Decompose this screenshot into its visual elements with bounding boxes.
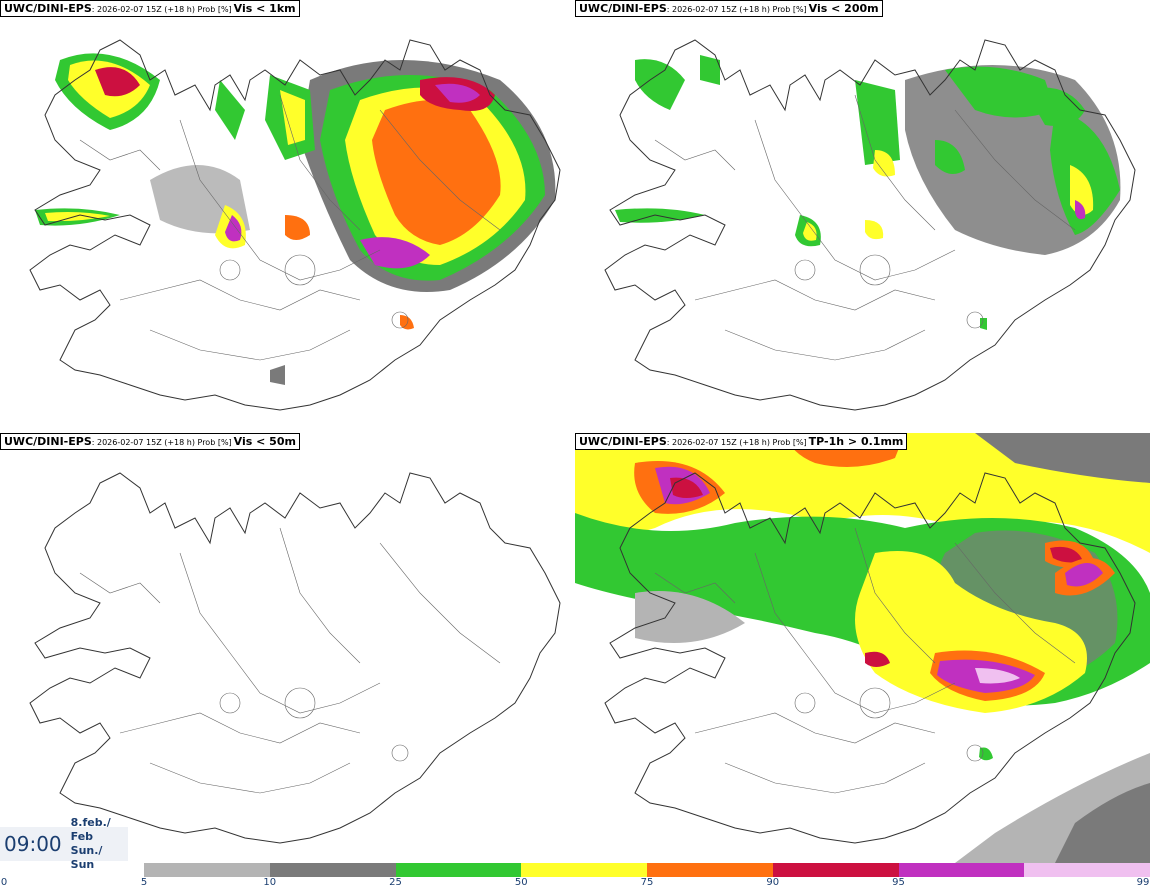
valid-date: 8.feb./ Feb Sun./ Sun xyxy=(71,816,128,872)
map-panel-vis-50m: UWC/DINI-EPS : 2026-02-07 15Z (+18 h) Pr… xyxy=(0,433,575,863)
colorbar-segment xyxy=(144,863,270,877)
colorbar-tick-label: 5 xyxy=(140,877,148,888)
panel-meta: : 2026-02-07 15Z (+18 h) Prob [%] xyxy=(91,438,232,447)
panel-title: UWC/DINI-EPS : 2026-02-07 15Z (+18 h) Pr… xyxy=(0,433,300,450)
colorbar-segment xyxy=(772,863,899,877)
panel-meta: : 2026-02-07 15Z (+18 h) Prob [%] xyxy=(91,5,232,14)
colorbar-segment xyxy=(1024,863,1150,877)
panel-source: UWC/DINI-EPS xyxy=(579,435,667,448)
colorbar-tick-label: 25 xyxy=(389,877,402,888)
colorbar-tick-label: 99 xyxy=(1136,877,1150,888)
panel-threshold: Vis < 200m xyxy=(808,2,879,15)
panel-title: UWC/DINI-EPS : 2026-02-07 15Z (+18 h) Pr… xyxy=(0,0,300,17)
probability-colorbar xyxy=(144,863,1150,877)
panel-meta: : 2026-02-07 15Z (+18 h) Prob [%] xyxy=(666,5,807,14)
map-panel-vis-1km: UWC/DINI-EPS : 2026-02-07 15Z (+18 h) Pr… xyxy=(0,0,575,430)
colorbar-segment xyxy=(521,863,647,877)
colorbar-tick-label: 10 xyxy=(263,877,277,888)
colorbar-segment xyxy=(395,863,522,877)
colorbar-segment xyxy=(898,863,1025,877)
probability-field xyxy=(35,53,556,385)
colorbar-tick-label: 90 xyxy=(766,877,780,888)
colorbar-tick-label: 95 xyxy=(892,877,905,888)
panel-threshold: Vis < 1km xyxy=(233,2,296,15)
map-panel-vis-200m: UWC/DINI-EPS : 2026-02-07 15Z (+18 h) Pr… xyxy=(575,0,1150,430)
map-tp-1h xyxy=(575,433,1150,863)
colorbar-tick-label: 50 xyxy=(514,877,528,888)
probability-field xyxy=(615,55,1121,330)
panel-threshold: Vis < 50m xyxy=(233,435,296,448)
panel-source: UWC/DINI-EPS xyxy=(4,2,92,15)
panel-title: UWC/DINI-EPS : 2026-02-07 15Z (+18 h) Pr… xyxy=(575,0,883,17)
valid-time-box: 09:00 8.feb./ Feb Sun./ Sun xyxy=(0,816,128,871)
map-vis-200m xyxy=(604,39,1136,411)
colorbar-segment xyxy=(269,863,396,877)
map-vis-50m xyxy=(29,472,561,844)
valid-date-line2: Sun./ Sun xyxy=(70,844,103,871)
colorbar-segment xyxy=(647,863,773,877)
colorbar-tick-label: 0 xyxy=(0,877,8,888)
map-vis-1km xyxy=(29,39,561,411)
probability-field xyxy=(575,433,1150,863)
panel-source: UWC/DINI-EPS xyxy=(4,435,92,448)
valid-time: 09:00 xyxy=(4,832,62,856)
panel-meta: : 2026-02-07 15Z (+18 h) Prob [%] xyxy=(666,438,807,447)
map-panel-tp-1h: UWC/DINI-EPS : 2026-02-07 15Z (+18 h) Pr… xyxy=(575,433,1150,863)
colorbar-tick-label: 75 xyxy=(640,877,654,888)
panel-source: UWC/DINI-EPS xyxy=(579,2,667,15)
valid-date-line1: 8.feb./ Feb xyxy=(70,816,111,843)
panel-threshold: TP-1h > 0.1mm xyxy=(808,435,904,448)
panel-title: UWC/DINI-EPS : 2026-02-07 15Z (+18 h) Pr… xyxy=(575,433,908,450)
